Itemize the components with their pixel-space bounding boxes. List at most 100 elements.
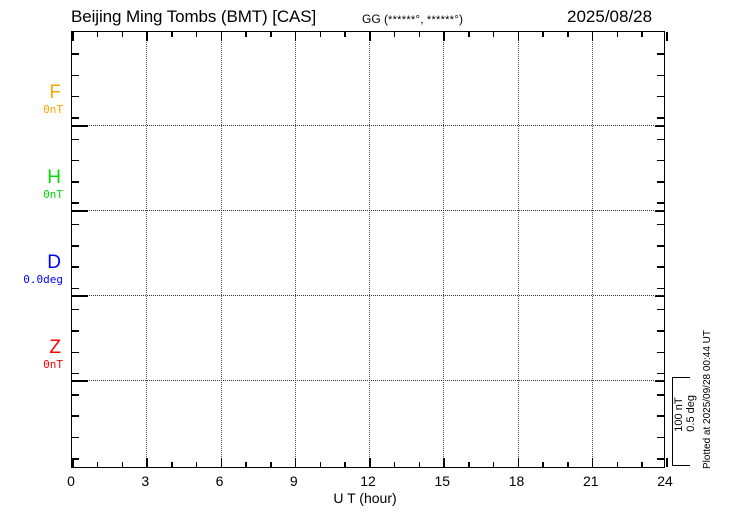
tick-top-h16 xyxy=(468,32,470,37)
tick-top-h8 xyxy=(270,32,272,37)
tick-right-minor xyxy=(657,245,664,247)
component-letter-z: Z xyxy=(49,337,61,358)
gridline-vertical-h3 xyxy=(146,32,148,467)
tick-right-minor xyxy=(657,53,664,55)
component-value-f: 0nT xyxy=(43,103,63,116)
baseline-stub-h xyxy=(72,210,88,212)
xaxis-title: U T (hour) xyxy=(333,490,397,506)
tick-bottom-h6 xyxy=(220,458,222,467)
tick-top-h20 xyxy=(567,32,569,37)
tick-top-h17 xyxy=(492,32,495,37)
tick-top-h2 xyxy=(121,32,123,37)
tick-top-h15 xyxy=(443,32,445,41)
tick-bottom-h13 xyxy=(393,462,396,467)
tick-bottom-h19 xyxy=(542,462,544,467)
tick-left-minor xyxy=(72,95,79,98)
scale-bar-bottom-cap xyxy=(672,465,690,466)
tick-left-minor xyxy=(72,458,79,460)
gridline-vertical-h15 xyxy=(443,32,445,467)
tick-bottom-h23 xyxy=(641,462,643,467)
gridline-vertical-h18 xyxy=(517,32,519,467)
tick-bottom-h14 xyxy=(418,462,420,467)
tick-right-minor xyxy=(657,117,664,119)
scale-bar-line1: 100 nT xyxy=(673,397,685,432)
coords-longitude: ******° xyxy=(426,14,460,26)
component-value-h: 0nT xyxy=(43,188,63,201)
tick-top-h6 xyxy=(220,32,222,41)
tick-bottom-h5 xyxy=(195,462,198,467)
tick-top-h3 xyxy=(146,32,148,41)
tick-left-minor xyxy=(72,202,79,204)
tick-right-minor xyxy=(657,287,664,290)
tick-left-minor xyxy=(72,308,79,311)
trace-svg xyxy=(72,32,666,469)
tick-left-minor xyxy=(72,223,79,226)
tick-top-h13 xyxy=(393,32,396,37)
plotted-timestamp: Plotted at 2025/09/28 00:44 UT xyxy=(702,330,713,469)
scale-bar-top-cap xyxy=(672,377,690,378)
xtick-label-24: 24 xyxy=(657,473,673,489)
gridline-vertical-h12 xyxy=(369,32,370,467)
scale-bar xyxy=(672,377,673,465)
tick-bottom-h11 xyxy=(344,462,346,467)
tick-bottom-h9 xyxy=(294,458,297,467)
tick-top-h0 xyxy=(72,32,74,41)
baseline-d xyxy=(72,295,664,296)
tick-right-minor xyxy=(657,394,664,396)
baseline-stub-z xyxy=(72,380,88,382)
component-letter-h: H xyxy=(47,167,61,188)
component-letter-d: D xyxy=(47,252,61,273)
tick-left-minor xyxy=(72,415,79,417)
tick-bottom-h7 xyxy=(245,462,247,467)
xtick-label-12: 12 xyxy=(360,473,376,489)
tick-bottom-h10 xyxy=(319,462,321,467)
xtick-label-21: 21 xyxy=(582,473,599,489)
tick-bottom-h12 xyxy=(369,458,371,467)
gridline-vertical-h21 xyxy=(591,32,593,467)
tick-top-h18 xyxy=(517,32,519,41)
tick-bottom-h17 xyxy=(492,462,495,467)
scale-bar-label: 100 nT 0.5 deg xyxy=(673,395,697,432)
tick-top-h4 xyxy=(171,32,173,37)
tick-right-minor xyxy=(657,138,664,140)
tick-bottom-h3 xyxy=(146,458,148,467)
coords-latitude: ******° xyxy=(388,14,421,26)
component-value-d: 0.0deg xyxy=(23,273,63,286)
baseline-h xyxy=(72,210,664,211)
scale-bar-line2: 0.5 deg xyxy=(685,395,697,432)
tick-top-h22 xyxy=(616,32,618,37)
tick-top-h21 xyxy=(591,32,594,41)
tick-right-minor xyxy=(657,458,664,460)
gridline-vertical-h6 xyxy=(220,32,222,467)
tick-right-minor xyxy=(657,223,664,226)
tick-left-minor xyxy=(72,159,79,162)
tick-bottom-h16 xyxy=(468,462,470,467)
station-title: Beijing Ming Tombs (BMT) [CAS] xyxy=(71,7,317,26)
tick-bottom-h1 xyxy=(96,462,99,467)
tick-top-h9 xyxy=(294,32,297,41)
xtick-label-3: 3 xyxy=(141,473,150,489)
tick-top-h11 xyxy=(344,32,346,37)
coords-suffix: ) xyxy=(459,12,464,26)
tick-left-minor xyxy=(72,74,79,77)
tick-right-minor xyxy=(657,436,664,439)
component-letter-f: F xyxy=(49,82,61,103)
tick-right-minor xyxy=(657,74,664,77)
tick-right-minor xyxy=(657,308,664,311)
gridline-vertical-h9 xyxy=(294,32,296,467)
tick-bottom-h15 xyxy=(443,458,445,467)
tick-left-minor xyxy=(72,394,79,396)
tick-right-minor xyxy=(657,330,664,332)
tick-left-minor xyxy=(72,351,79,353)
tick-left-minor xyxy=(72,138,79,140)
observation-date: 2025/08/28 xyxy=(567,7,653,26)
tick-top-h24 xyxy=(666,32,668,41)
baseline-f xyxy=(72,125,664,126)
tick-left-minor xyxy=(72,266,79,268)
tick-top-h7 xyxy=(245,32,247,37)
tick-right-minor xyxy=(657,159,664,162)
tick-left-minor xyxy=(72,372,79,375)
tick-left-minor xyxy=(72,287,79,290)
baseline-stub-f xyxy=(72,125,88,127)
